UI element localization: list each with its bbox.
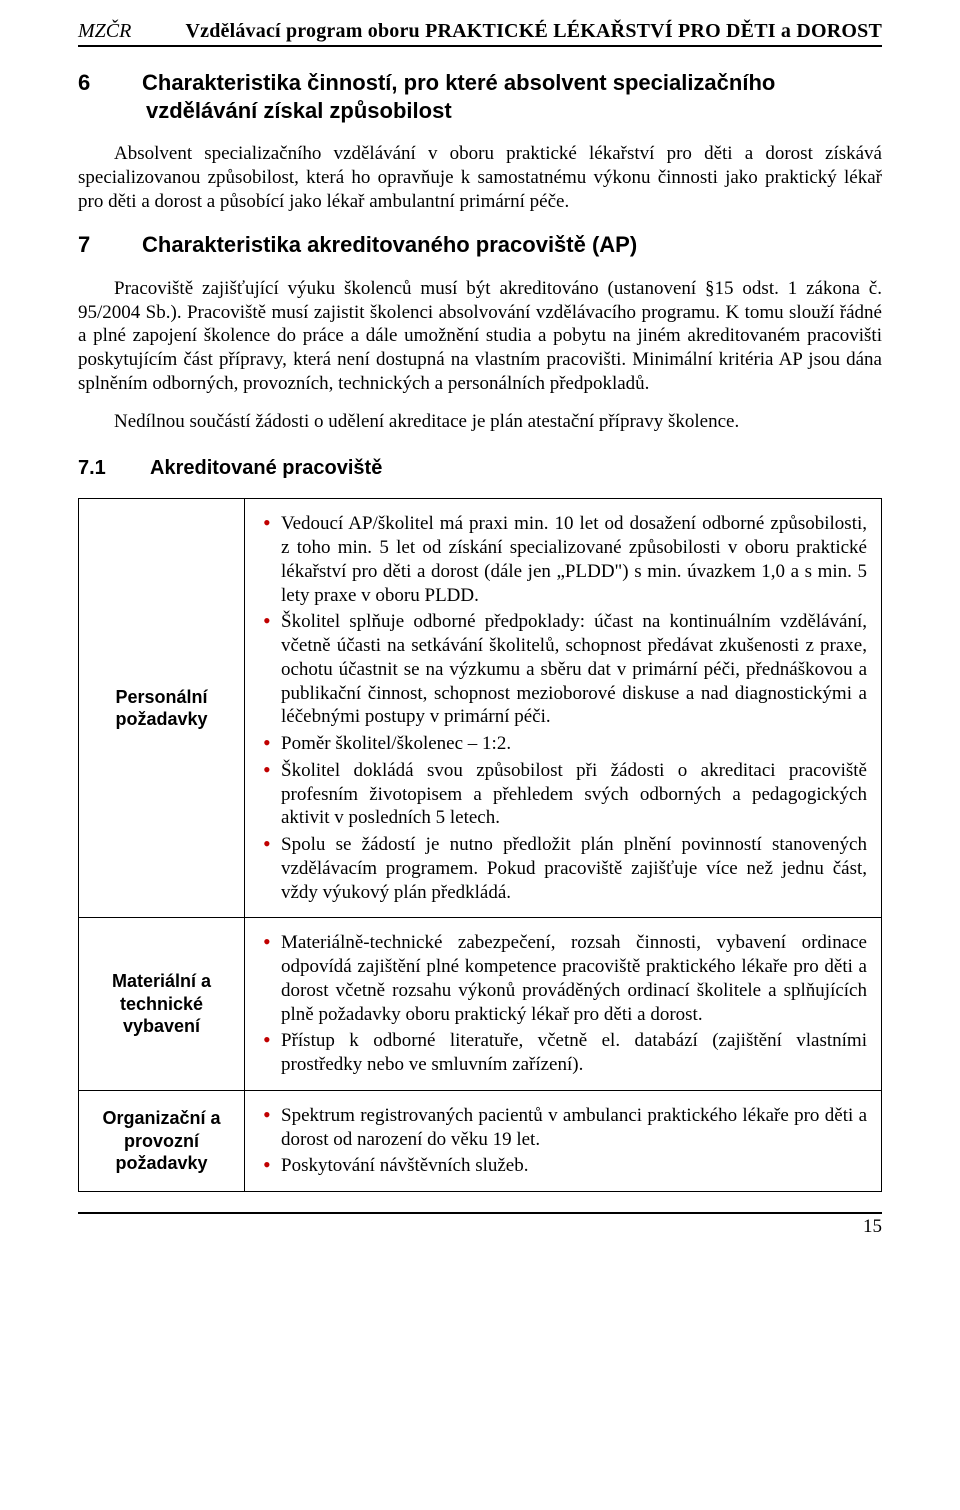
header-title: Vzdělávací program oboru PRAKTICKÉ LÉKAŘ… xyxy=(185,20,882,43)
running-header: MZČR Vzdělávací program oboru PRAKTICKÉ … xyxy=(78,20,882,47)
table-row: Organizační a provozní požadavky Spektrum… xyxy=(79,1090,882,1191)
bullet-list: Spektrum registrovaných pacientů v ambul… xyxy=(259,1104,867,1178)
row-label: Organizační a provozní požadavky xyxy=(79,1090,245,1191)
section-7-paragraph-1: Pracoviště zajišťující výuku školenců mu… xyxy=(78,277,882,396)
list-item: Spektrum registrovaných pacientů v ambul… xyxy=(259,1104,867,1152)
section-6-title: Charakteristika činností, pro které abso… xyxy=(142,70,775,123)
requirements-table: Personální požadavkyVedoucí AP/školitel … xyxy=(78,498,882,1192)
table-row: Personální požadavkyVedoucí AP/školitel … xyxy=(79,499,882,918)
bullet-list: Vedoucí AP/školitel má praxi min. 10 let… xyxy=(259,512,867,904)
section-7-paragraph-2: Nedílnou součástí žádosti o udělení akre… xyxy=(78,410,882,434)
header-org: MZČR xyxy=(78,20,131,43)
list-item: Vedoucí AP/školitel má praxi min. 10 let… xyxy=(259,512,867,607)
row-content: Materiálně-technické zabezpečení, rozsah… xyxy=(245,918,882,1091)
list-item: Spolu se žádostí je nutno předložit plán… xyxy=(259,833,867,904)
section-7-heading: 7Charakteristika akreditovaného pracoviš… xyxy=(112,231,882,259)
row-label: Materiální a technické vybavení xyxy=(79,918,245,1091)
section-6-number: 6 xyxy=(112,69,142,97)
list-item: Školitel splňuje odborné předpoklady: úč… xyxy=(259,610,867,729)
row-label: Personální požadavky xyxy=(79,499,245,918)
list-item: Poměr školitel/školenec – 1:2. xyxy=(259,732,867,756)
list-item: Přístup k odborné literatuře, včetně el.… xyxy=(259,1029,867,1077)
section-7-title: Charakteristika akreditovaného pracovišt… xyxy=(142,232,637,257)
list-item: Školitel dokládá svou způsobilost při žá… xyxy=(259,759,867,830)
section-7-number: 7 xyxy=(112,231,142,259)
list-item: Materiálně-technické zabezpečení, rozsah… xyxy=(259,931,867,1026)
subsection-7-1-title: Akreditované pracoviště xyxy=(150,457,382,479)
subsection-7-1-number: 7.1 xyxy=(112,457,150,480)
table-row: Materiální a technické vybaveníMateriáln… xyxy=(79,918,882,1091)
bullet-list: Materiálně-technické zabezpečení, rozsah… xyxy=(259,931,867,1077)
page-container: MZČR Vzdělávací program oboru PRAKTICKÉ … xyxy=(0,0,960,1268)
subsection-7-1-heading: 7.1Akreditované pracoviště xyxy=(112,457,882,480)
section-6-paragraph: Absolvent specializačního vzdělávání v o… xyxy=(78,142,882,213)
row-content: Spektrum registrovaných pacientů v ambul… xyxy=(245,1090,882,1191)
row-content: Vedoucí AP/školitel má praxi min. 10 let… xyxy=(245,499,882,918)
section-6-heading: 6Charakteristika činností, pro které abs… xyxy=(112,69,882,124)
page-number: 15 xyxy=(78,1212,882,1238)
list-item: Poskytování návštěvních služeb. xyxy=(259,1154,867,1178)
